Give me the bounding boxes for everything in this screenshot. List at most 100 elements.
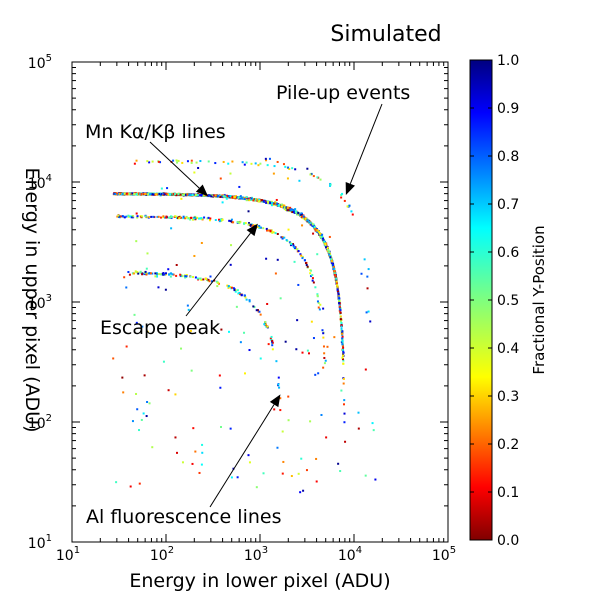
scatter-point	[290, 475, 293, 478]
scatter-point	[139, 270, 142, 273]
scatter-point	[160, 187, 163, 190]
scatter-point	[230, 286, 233, 289]
scatter-point	[323, 240, 326, 243]
scatter-point	[193, 217, 196, 220]
scatter-point	[324, 359, 327, 362]
scatter-point	[342, 359, 345, 362]
scatter-point	[289, 244, 292, 247]
scatter-point	[220, 219, 223, 222]
scatter-point	[277, 376, 280, 379]
scatter-point	[336, 284, 339, 287]
scatter-point	[219, 425, 222, 428]
scatter-point	[125, 215, 128, 218]
scatter-point	[229, 172, 232, 175]
colorbar-tick-label: 0.1	[497, 485, 519, 501]
scatter-point	[239, 220, 242, 223]
scatter-point	[342, 377, 345, 380]
scatter-point	[318, 232, 321, 235]
scatter-point	[135, 159, 138, 162]
annotation-arrow-line	[185, 232, 251, 317]
scatter-point	[150, 193, 153, 196]
scatter-point	[132, 272, 135, 275]
scatter-point	[342, 346, 345, 349]
x-axis-label: Energy in lower pixel (ADU)	[129, 570, 390, 592]
scatter-point	[138, 429, 141, 432]
scatter-point	[237, 292, 240, 295]
scatter-point	[227, 162, 230, 165]
scatter-point	[287, 395, 290, 398]
scatter-point	[121, 376, 124, 379]
scatter-point	[304, 262, 307, 265]
scatter-point	[172, 159, 175, 162]
scatter-point	[348, 204, 351, 207]
scatter-point	[178, 217, 181, 220]
scatter-point	[299, 213, 302, 216]
scatter-point	[343, 412, 346, 415]
scatter-point	[219, 386, 222, 389]
x-tick-label: 103	[244, 545, 268, 564]
scatter-point	[341, 340, 344, 343]
scatter-point	[115, 481, 118, 484]
annotation-al-lines: Al fluorescence lines	[86, 506, 281, 528]
scatter-point	[300, 214, 303, 217]
scatter-point	[274, 272, 277, 275]
scatter-point	[357, 427, 360, 430]
scatter-point	[222, 160, 225, 163]
scatter-point	[195, 161, 198, 164]
scatter-point	[200, 241, 203, 244]
scatter-point	[284, 340, 287, 343]
scatter-point	[283, 207, 286, 210]
scatter-point	[121, 192, 124, 195]
scatter-point	[133, 192, 136, 195]
scatter-point	[340, 196, 343, 199]
scatter-point	[343, 399, 346, 402]
scatter-point	[165, 272, 168, 275]
scatter-point	[185, 274, 188, 277]
scatter-point	[259, 357, 262, 360]
scatter-point	[123, 276, 126, 279]
scatter-point	[145, 267, 148, 270]
scatter-point	[357, 411, 360, 414]
scatter-point	[330, 261, 333, 264]
scatter-point	[252, 224, 255, 227]
scatter-point	[176, 451, 179, 454]
scatter-point	[258, 226, 261, 229]
scatter-point	[247, 454, 250, 457]
scatter-point	[255, 309, 258, 312]
scatter-point	[351, 213, 354, 216]
scatter-point	[131, 192, 134, 195]
scatter-point	[129, 485, 132, 488]
scatter-point	[229, 220, 232, 223]
scatter-point	[203, 216, 206, 219]
scatter-point	[179, 275, 182, 278]
scatter-point	[322, 336, 325, 339]
scatter-point	[243, 163, 246, 166]
scatter-point	[143, 273, 146, 276]
scatter-point	[267, 343, 270, 346]
scatter-point	[181, 275, 184, 278]
scatter-point	[167, 216, 170, 219]
scatter-point	[287, 166, 290, 169]
scatter-point	[182, 215, 185, 218]
scatter-point	[311, 277, 314, 280]
scatter-point	[218, 282, 221, 285]
scatter-point	[265, 227, 268, 230]
scatter-point	[283, 236, 286, 239]
scatter-point	[135, 240, 138, 243]
scatter-point	[135, 321, 138, 324]
scatter-point	[151, 272, 154, 275]
scatter-point	[182, 193, 185, 196]
scatter-point	[219, 218, 222, 221]
scatter-point	[127, 271, 130, 274]
scatter-point	[272, 172, 275, 175]
scatter-point	[248, 197, 251, 200]
scatter-point	[133, 162, 136, 165]
scatter-point	[333, 273, 336, 276]
scatter-point	[146, 400, 149, 403]
scatter-point	[281, 430, 284, 433]
scatter-point	[282, 460, 285, 463]
colorbar-tick-label: 0.4	[497, 341, 519, 357]
scatter-point	[276, 258, 279, 261]
scatter-point	[281, 203, 284, 206]
scatter-point	[342, 354, 345, 357]
